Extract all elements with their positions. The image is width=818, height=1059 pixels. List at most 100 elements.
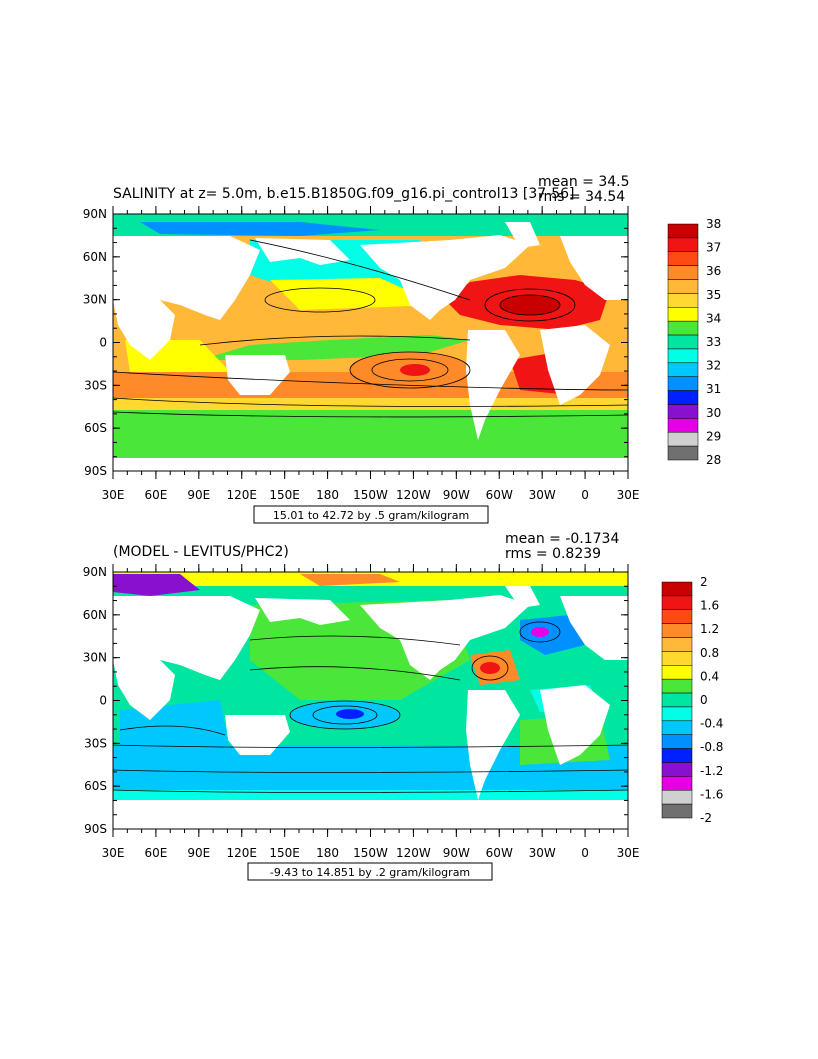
latitude-labels: 90N 60N 30N 0 30S 60S 90S [83, 565, 107, 836]
panel-title: SALINITY at z= 5.0m, b.e15.B1850G.f09_g1… [113, 186, 574, 202]
axis-ticks [112, 564, 629, 837]
colorbar-swatch [661, 734, 693, 749]
colorbar-swatch [661, 692, 693, 708]
colorbar-label: 31 [706, 382, 721, 396]
colorbar-label: 2 [700, 575, 708, 589]
labrador-blue [520, 615, 585, 655]
colorbar-label: 35 [706, 288, 721, 302]
colorbar-swatch [667, 334, 699, 350]
colorbar-label: 37 [706, 241, 721, 255]
lon-tick-label: 120E [227, 488, 258, 502]
lat-tick-label: 0 [99, 694, 107, 708]
colorbar-label: 1.6 [700, 599, 719, 613]
contours [113, 239, 628, 418]
arctic-blue [140, 222, 380, 236]
colorbar-swatch [661, 623, 693, 638]
lat-tick-label: 30N [83, 651, 107, 665]
arctic-purple [113, 574, 200, 596]
range-note-box [247, 862, 493, 881]
lat-tick-label: 90N [83, 207, 107, 221]
panel-title: (MODEL - LEVITUS/PHC2) [113, 544, 289, 560]
lon-tick-label: 120W [396, 488, 431, 502]
difference-field [113, 572, 628, 829]
colorbar-label: 30 [706, 406, 721, 420]
colorbar-swatch [667, 265, 699, 280]
colorbar-swatch [661, 609, 693, 624]
colorbar-label: 1.2 [700, 622, 719, 636]
labrador-purple [531, 627, 549, 637]
latitude-labels: 90N 60N 30N 0 30S 60S 90S [83, 207, 107, 478]
colorbar-label: 38 [706, 217, 721, 231]
lon-tick-label: 60E [144, 488, 167, 502]
lat-tick-label: 0 [99, 336, 107, 350]
colorbar-swatch [667, 418, 699, 433]
lon-tick-label: 30E [617, 488, 640, 502]
lat-tick-label: 90S [84, 464, 107, 478]
panel-difference: (MODEL - LEVITUS/PHC2) mean = -0.1734 rm… [83, 531, 723, 881]
colorbar-swatch [667, 390, 699, 405]
colorbar: 38 37 36 35 34 33 32 31 30 29 28 [667, 217, 721, 467]
lon-tick-label: 120E [227, 846, 258, 860]
mean-text: mean = 34.5 [538, 174, 630, 190]
colorbar-swatch [667, 404, 699, 419]
lon-tick-label: 0 [581, 488, 589, 502]
lon-tick-label: 0 [581, 846, 589, 860]
north-pacific-mid [270, 278, 440, 310]
colorbar-swatch [661, 595, 693, 611]
southern-band-yellow [113, 398, 628, 412]
land [113, 586, 628, 829]
lat-tick-label: 90N [83, 565, 107, 579]
colorbar-label: 28 [706, 453, 721, 467]
colorbar-swatch [667, 320, 699, 336]
range-note: -9.43 to 14.851 by .2 gram/kilogram [270, 866, 470, 879]
colorbar-swatch [661, 803, 693, 819]
colorbar-label: 34 [706, 311, 721, 325]
colorbar-label: -0.4 [700, 717, 723, 731]
lon-tick-label: 150W [353, 488, 388, 502]
colorbar-swatch [661, 706, 693, 722]
southern-cyan [113, 790, 628, 800]
colorbar-label: 0.8 [700, 646, 719, 660]
colorbar-swatch [667, 307, 699, 322]
colorbar-swatch [661, 776, 693, 791]
lon-tick-label: 180 [316, 488, 339, 502]
range-note-box [253, 505, 489, 524]
colorbar: 2 1.6 1.2 0.8 0.4 0 -0.4 -0.8 -1.2 -1.6 -2 [661, 575, 723, 825]
rms-text: rms = 34.54 [538, 189, 625, 205]
colorbar-label: -0.8 [700, 740, 723, 754]
colorbar-label: 36 [706, 264, 721, 278]
axis-ticks [112, 206, 629, 479]
colorbar-swatch [661, 651, 693, 666]
colorbar-swatch [667, 237, 699, 253]
colorbar-swatch [667, 279, 699, 294]
lon-tick-label: 90W [443, 488, 470, 502]
colorbar-swatch [661, 581, 693, 597]
longitude-labels: 30E 60E 90E 120E 150E 180 150W 120W 90W 60W 30W 0 30… [102, 488, 640, 502]
south-pacific-core [400, 364, 430, 376]
colorbar-swatch [661, 789, 693, 805]
lon-tick-label: 90E [187, 846, 210, 860]
lat-tick-label: 90S [84, 822, 107, 836]
colorbar-label: -2 [700, 811, 712, 825]
land [113, 222, 628, 471]
lat-tick-label: 60N [83, 250, 107, 264]
north-atlantic-red [480, 662, 500, 674]
colorbar-swatch [667, 376, 699, 391]
longitude-labels: 30E 60E 90E 120E 150E 180 150W 120W 90W 60W 30W 0 30… [102, 846, 640, 860]
lon-tick-label: 150E [269, 846, 300, 860]
colorbar-swatch [661, 637, 693, 652]
colorbar-swatch [667, 431, 699, 447]
lat-tick-label: 30S [84, 378, 107, 392]
lon-tick-label: 120W [396, 846, 431, 860]
lat-tick-label: 30N [83, 293, 107, 307]
colorbar-swatch [661, 678, 693, 694]
lon-tick-label: 30W [529, 846, 556, 860]
arctic-orange [300, 574, 400, 586]
colorbar-label: 0.4 [700, 669, 719, 683]
colorbar-swatch [667, 445, 699, 461]
colorbar-label: -1.6 [700, 787, 723, 801]
colorbar-swatch [661, 748, 693, 763]
colorbar-swatch [667, 362, 699, 377]
lon-tick-label: 150E [269, 488, 300, 502]
lon-tick-label: 150W [353, 846, 388, 860]
